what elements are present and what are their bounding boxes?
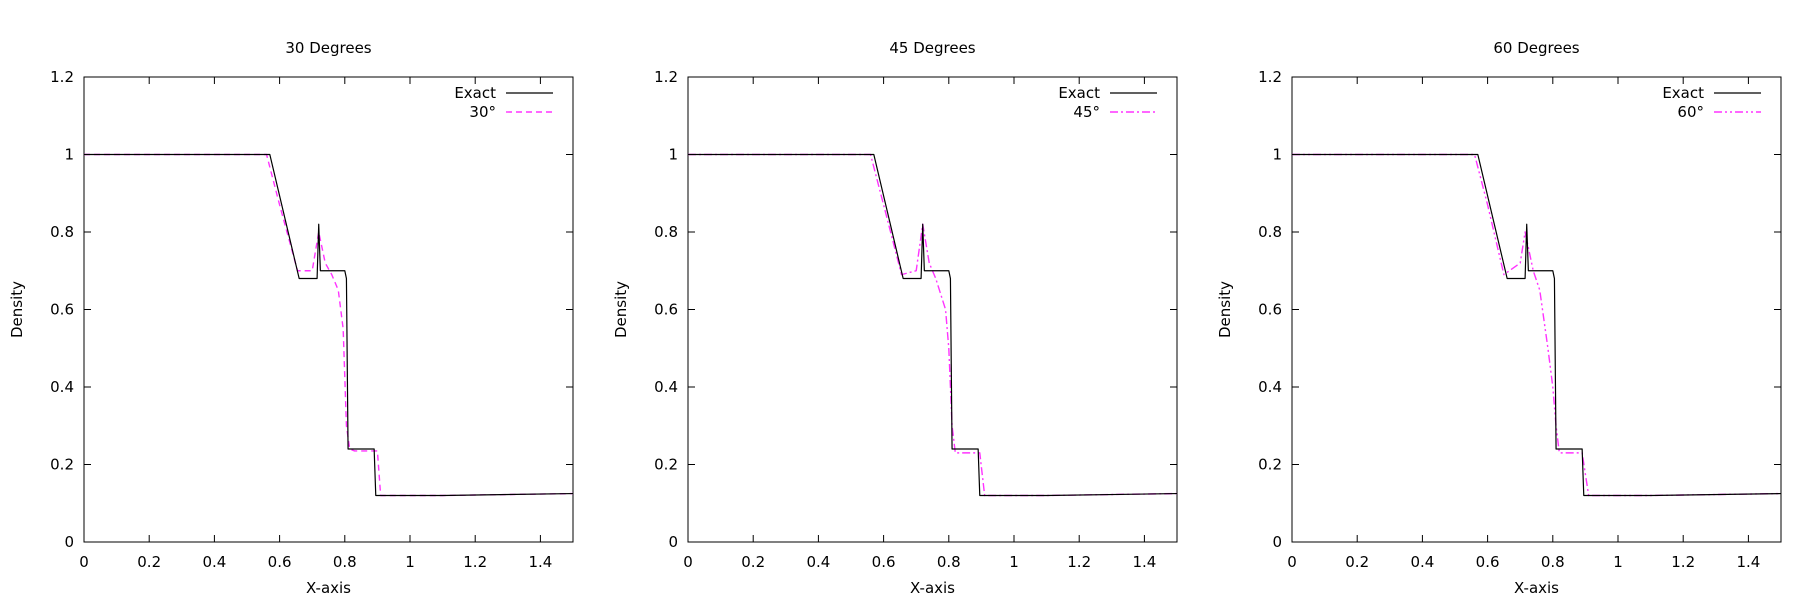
x-tick-label: 0.2 [1345, 553, 1369, 571]
legend-label: 60° [1677, 103, 1704, 121]
y-tick-label: 0.8 [654, 223, 678, 241]
chart-panel-1: 30 Degrees 0 0.2 0.4 0.6 0.8 1 1.2 0 0.2 0.4 0.6 0.8… [8, 39, 574, 597]
y-axis-label: Density [1216, 281, 1234, 338]
x-tick-label: 1.2 [1067, 553, 1091, 571]
y-tick-label: 1.2 [1258, 68, 1282, 86]
x-tick-label: 1.4 [528, 553, 552, 571]
x-tick-label: 0 [683, 553, 693, 571]
series-line-exact [1292, 153, 1782, 497]
x-tick-label: 0.2 [137, 553, 161, 571]
chart-title: 45 Degrees [889, 39, 975, 57]
y-tick-label: 0.2 [50, 456, 74, 474]
y-tick-label: 0.2 [654, 456, 678, 474]
series-line-simulated [84, 153, 574, 497]
series-line-simulated [688, 153, 1178, 497]
plot-frame [83, 76, 574, 543]
x-tick-label: 1 [1009, 553, 1019, 571]
plot-frame [1291, 76, 1782, 543]
x-tick-label: 0.2 [741, 553, 765, 571]
x-tick-label: 1 [405, 553, 415, 571]
y-tick-label: 0.8 [50, 223, 74, 241]
x-axis-label: X-axis [1514, 579, 1559, 597]
y-tick-label: 0.4 [654, 378, 678, 396]
y-tick-label: 0.6 [50, 301, 74, 319]
y-tick-label: 1 [1272, 146, 1282, 164]
y-axis-label: Density [612, 281, 630, 338]
x-tick-label: 0.6 [1476, 553, 1500, 571]
legend-label: Exact [1058, 84, 1100, 102]
y-tick-label: 0 [668, 533, 678, 551]
x-tick-label: 0.8 [937, 553, 961, 571]
x-tick-label: 0.4 [202, 553, 226, 571]
plot-frame [687, 76, 1178, 543]
legend-label: 30° [469, 103, 496, 121]
y-tick-label: 0.2 [1258, 456, 1282, 474]
x-tick-label: 0.4 [1410, 553, 1434, 571]
y-tick-label: 1.2 [50, 68, 74, 86]
x-tick-label: 0.4 [806, 553, 830, 571]
x-tick-label: 1.2 [1671, 553, 1695, 571]
series-line-simulated [1292, 153, 1782, 497]
x-tick-label: 0.8 [333, 553, 357, 571]
x-tick-label: 1.2 [463, 553, 487, 571]
y-tick-label: 1.2 [654, 68, 678, 86]
y-tick-label: 1 [668, 146, 678, 164]
chart-title: 30 Degrees [285, 39, 371, 57]
x-tick-label: 0.6 [872, 553, 896, 571]
chart-panel-3: 60 Degrees 0 0.2 0.4 0.6 0.8 1 1.2 0 0.2 0.4 0.6 0.8… [1216, 39, 1782, 597]
x-tick-label: 1.4 [1736, 553, 1760, 571]
legend-label: Exact [1662, 84, 1704, 102]
y-tick-label: 0.6 [654, 301, 678, 319]
x-tick-label: 1.4 [1132, 553, 1156, 571]
x-axis-label: X-axis [910, 579, 955, 597]
y-tick-label: 0.6 [1258, 301, 1282, 319]
y-tick-label: 0.4 [1258, 378, 1282, 396]
legend-label: 45° [1073, 103, 1100, 121]
y-tick-label: 0.8 [1258, 223, 1282, 241]
y-axis-label: Density [8, 281, 26, 338]
legend-label: Exact [454, 84, 496, 102]
y-tick-label: 0.4 [50, 378, 74, 396]
chart-panel-2: 45 Degrees 0 0.2 0.4 0.6 0.8 1 1.2 0 0.2 0.4 0.6 0.8… [612, 39, 1178, 597]
y-tick-label: 0 [64, 533, 74, 551]
y-tick-label: 1 [64, 146, 74, 164]
x-tick-label: 0 [1287, 553, 1297, 571]
x-tick-label: 0.6 [268, 553, 292, 571]
x-tick-label: 0 [79, 553, 89, 571]
x-tick-label: 0.8 [1541, 553, 1565, 571]
series-line-exact [688, 153, 1178, 497]
x-axis-label: X-axis [306, 579, 351, 597]
x-tick-label: 1 [1613, 553, 1623, 571]
y-tick-label: 0 [1272, 533, 1282, 551]
chart-title: 60 Degrees [1493, 39, 1579, 57]
series-line-exact [84, 153, 574, 497]
